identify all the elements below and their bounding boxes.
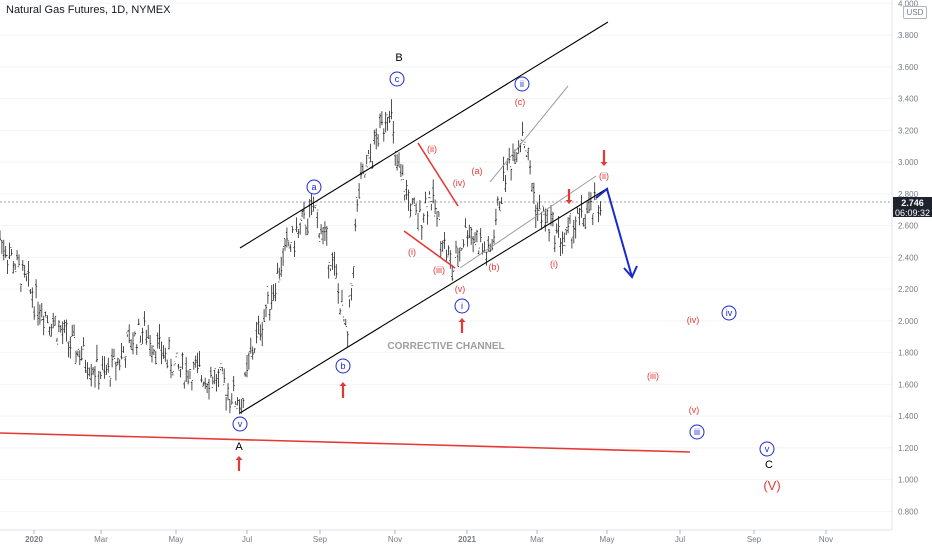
wave-label-red: (iii) — [647, 371, 659, 381]
price-tick-label: 1.600 — [898, 380, 919, 389]
wave-label-black: B — [395, 52, 402, 64]
arrow-up-head — [458, 318, 466, 322]
wave-label-red: (v) — [689, 405, 700, 415]
wave-label-circle — [306, 179, 322, 195]
time-tick-label: Nov — [819, 535, 833, 544]
price-axis: 4.000 3.800 3.600 3.400 3.200 3.000 2.800 2.600… — [898, 0, 919, 516]
wave-label-blue: v — [765, 444, 770, 454]
last-price-value: 2.746 — [901, 198, 924, 208]
price-bars — [0, 99, 602, 418]
wave-label-circle — [514, 76, 530, 92]
horizontal-gridlines — [0, 2, 892, 512]
wave-label-red: (iv) — [687, 315, 700, 325]
time-tick-label: Sep — [313, 535, 328, 544]
wave-label-blue: i — [461, 301, 463, 311]
wave-label-black: A — [235, 441, 243, 453]
price-tick-label: 3.800 — [898, 31, 919, 40]
time-tick-label: Mar — [94, 535, 108, 544]
time-axis: 2020 Mar May Jul Sep Nov 2021 Mar May Jul Sep Nov — [25, 530, 833, 544]
price-tick-label: 4.000 — [898, 0, 919, 8]
wave-label-red: (i) — [550, 259, 558, 269]
wave-label-circle — [454, 298, 470, 314]
wave-label-red: (ii) — [599, 171, 609, 181]
red-wave-line-1 — [417, 142, 459, 207]
wave-label-red: (i) — [408, 247, 416, 257]
wave-label-blue: b — [340, 361, 345, 371]
arrow-down-head — [565, 200, 573, 204]
channel-lower-line — [239, 187, 609, 414]
price-tick-label: 3.200 — [898, 126, 919, 135]
price-tick-label: 0.800 — [898, 507, 919, 516]
time-tick-label: May — [599, 535, 614, 544]
wave-label-red: (b) — [489, 262, 500, 272]
price-tick-label: 2.800 — [898, 190, 919, 199]
countdown-timer: 06:09:32 — [894, 208, 931, 218]
wave-label-red: (a) — [472, 166, 483, 176]
grey-channel-lower — [459, 175, 597, 269]
channel-upper-line — [239, 21, 609, 249]
time-tick-label: Nov — [388, 535, 402, 544]
last-price-tag: 2.746 06:09:32 — [893, 197, 932, 218]
wave-label-blue: iii — [694, 427, 700, 437]
arrow-up-head — [235, 456, 243, 460]
wave-label-blue: ii — [520, 79, 524, 89]
arrow-up-head — [339, 382, 347, 386]
price-tick-label: 2.600 — [898, 222, 919, 231]
time-tick-label: 2020 — [25, 535, 43, 544]
grey-channel-upper — [489, 85, 569, 183]
channel-label: CORRECTIVE CHANNEL — [387, 341, 504, 352]
wave-label-red: (ii) — [427, 144, 437, 154]
price-tick-label: 1.200 — [898, 444, 919, 453]
wave-label-blue: c — [395, 74, 400, 84]
wave-label-blue: v — [238, 419, 243, 429]
wave-label-circle — [389, 71, 405, 87]
arrow-down-head — [600, 162, 608, 166]
wave-label-blue: a — [311, 182, 316, 192]
price-tick-label: 2.400 — [898, 253, 919, 262]
blue-projection-arrowhead — [623, 265, 638, 279]
wave-label-red: (iii) — [433, 265, 445, 275]
red-arrows — [235, 150, 608, 471]
analysis-overlays — [0, 21, 691, 453]
wave-label-circle — [335, 358, 351, 374]
price-tick-label: 2.000 — [898, 317, 919, 326]
price-tick-label: 3.000 — [898, 158, 919, 167]
price-tick-label: 1.800 — [898, 349, 919, 358]
wave-label-red: (iv) — [453, 178, 466, 188]
price-tick-label: 2.200 — [898, 285, 919, 294]
time-tick-label: May — [168, 535, 183, 544]
blue-projection-path — [595, 187, 633, 278]
price-tick-label: 1.000 — [898, 476, 919, 485]
wave-label-circle — [689, 424, 705, 440]
time-tick-label: Sep — [747, 535, 762, 544]
price-tick-label: 3.400 — [898, 95, 919, 104]
wave-label-circle — [721, 305, 737, 321]
wave-label-red: (c) — [515, 97, 526, 107]
time-tick-label: Jul — [242, 535, 252, 544]
price-tick-label: 1.400 — [898, 412, 919, 421]
wave-label-black: C — [765, 459, 773, 471]
currency-badge[interactable]: USD — [903, 6, 927, 19]
wave-label-blue: iv — [726, 308, 733, 318]
time-tick-label: Mar — [530, 535, 544, 544]
price-tick-label: 3.600 — [898, 63, 919, 72]
red-wave-line-2 — [403, 230, 456, 269]
red-support-line — [0, 432, 691, 453]
wave-label-circle — [232, 416, 248, 432]
time-tick-label: 2021 — [458, 535, 476, 544]
wave-label-red: (V) — [763, 478, 780, 493]
time-tick-label: Jul — [675, 535, 685, 544]
wave-labels: ABCvcabiiiiviiiv(ii)(iv)(a)(c)(i)(iii)(v… — [232, 52, 781, 493]
chart-title: Natural Gas Futures, 1D, NYMEX — [6, 4, 171, 16]
wave-label-red: (v) — [455, 284, 466, 294]
wave-label-circle — [759, 441, 775, 457]
